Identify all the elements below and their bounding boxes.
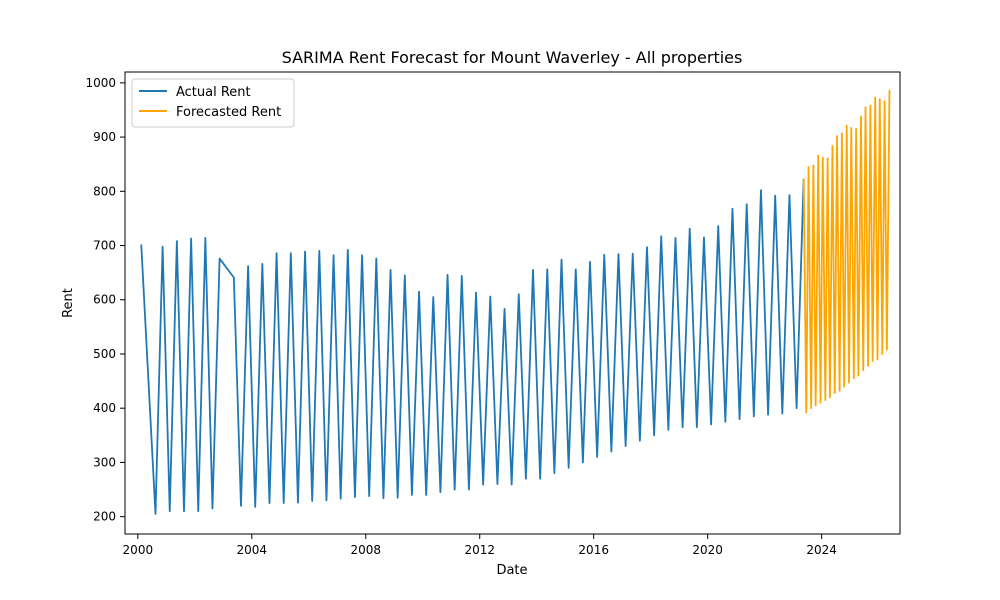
y-tick-label: 900 bbox=[93, 130, 116, 144]
y-tick-label: 400 bbox=[93, 401, 116, 415]
legend-box bbox=[131, 78, 295, 128]
x-tick-label: 2004 bbox=[237, 543, 268, 557]
legend: Actual Rent Forecasted Rent bbox=[131, 78, 295, 128]
chart-title: SARIMA Rent Forecast for Mount Waverley … bbox=[282, 48, 743, 67]
y-tick-label: 500 bbox=[93, 347, 116, 361]
y-axis-title: Rent bbox=[61, 288, 76, 318]
series-line-forecasted-rent bbox=[802, 89, 891, 414]
y-tick-label: 600 bbox=[93, 293, 116, 307]
y-tick-label: 800 bbox=[93, 184, 116, 198]
series-layer bbox=[140, 89, 891, 515]
x-tick-label: 2008 bbox=[350, 543, 381, 557]
legend-label-forecasted-rent: Forecasted Rent bbox=[176, 105, 281, 120]
y-tick-label: 700 bbox=[93, 239, 116, 253]
x-tick-label: 2020 bbox=[692, 543, 723, 557]
series-line-actual-rent bbox=[140, 178, 805, 515]
y-tick-label: 300 bbox=[93, 455, 116, 469]
plot-frame bbox=[124, 71, 901, 535]
x-tick-label: 2012 bbox=[464, 543, 495, 557]
x-tick-label: 2024 bbox=[806, 543, 837, 557]
legend-label-actual-rent: Actual Rent bbox=[176, 85, 251, 100]
y-tick-label: 1000 bbox=[85, 76, 116, 90]
x-axis: 2000 2004 2008 2012 2016 2020 2024 bbox=[123, 534, 837, 557]
x-tick-label: 2016 bbox=[578, 543, 609, 557]
x-axis-title: Date bbox=[496, 563, 527, 578]
y-tick-label: 200 bbox=[93, 510, 116, 524]
y-axis: 200 300 400 500 600 700 800 900 1000 bbox=[85, 76, 125, 524]
x-tick-label: 2000 bbox=[123, 543, 154, 557]
